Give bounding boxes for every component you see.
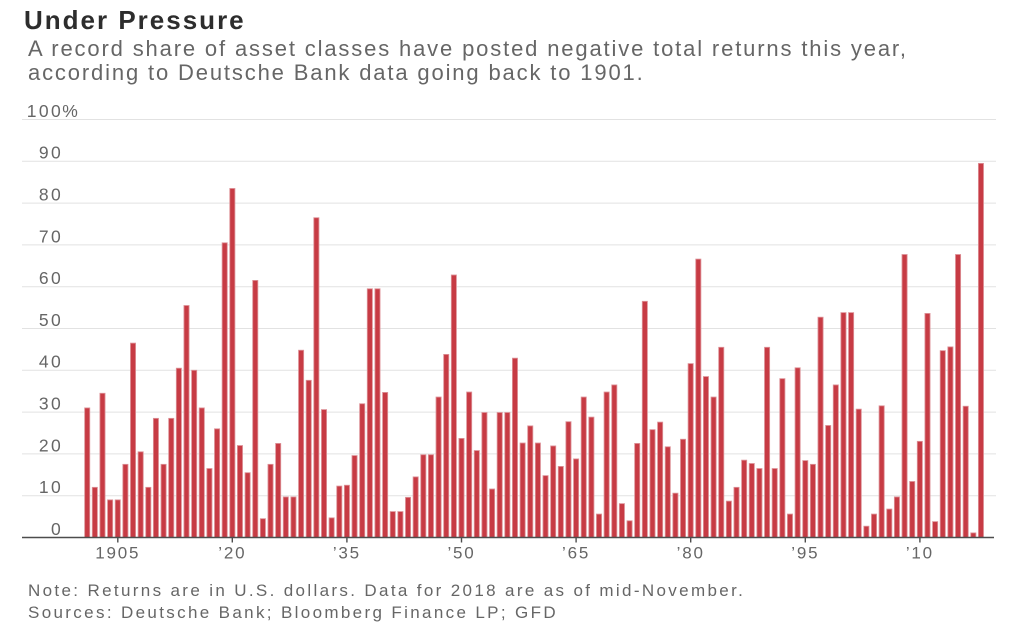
svg-text:%: % <box>62 101 80 121</box>
svg-text:70: 70 <box>39 226 63 246</box>
svg-text:20: 20 <box>39 435 63 455</box>
svg-text:’65: ’65 <box>562 544 590 563</box>
svg-text:’50: ’50 <box>447 544 475 563</box>
svg-text:100: 100 <box>27 101 63 121</box>
svg-text:’95: ’95 <box>791 544 819 563</box>
svg-text:10: 10 <box>39 477 63 497</box>
svg-text:40: 40 <box>39 352 63 372</box>
svg-text:’80: ’80 <box>677 544 705 563</box>
svg-text:1905: 1905 <box>95 544 140 563</box>
svg-text:50: 50 <box>39 310 63 330</box>
svg-text:’20: ’20 <box>218 544 246 563</box>
svg-text:90: 90 <box>39 143 63 163</box>
svg-text:’35: ’35 <box>333 544 361 563</box>
svg-text:’10: ’10 <box>906 544 934 563</box>
svg-text:60: 60 <box>39 268 63 288</box>
svg-text:0: 0 <box>51 519 63 539</box>
svg-text:30: 30 <box>39 394 63 414</box>
svg-text:80: 80 <box>39 185 63 205</box>
